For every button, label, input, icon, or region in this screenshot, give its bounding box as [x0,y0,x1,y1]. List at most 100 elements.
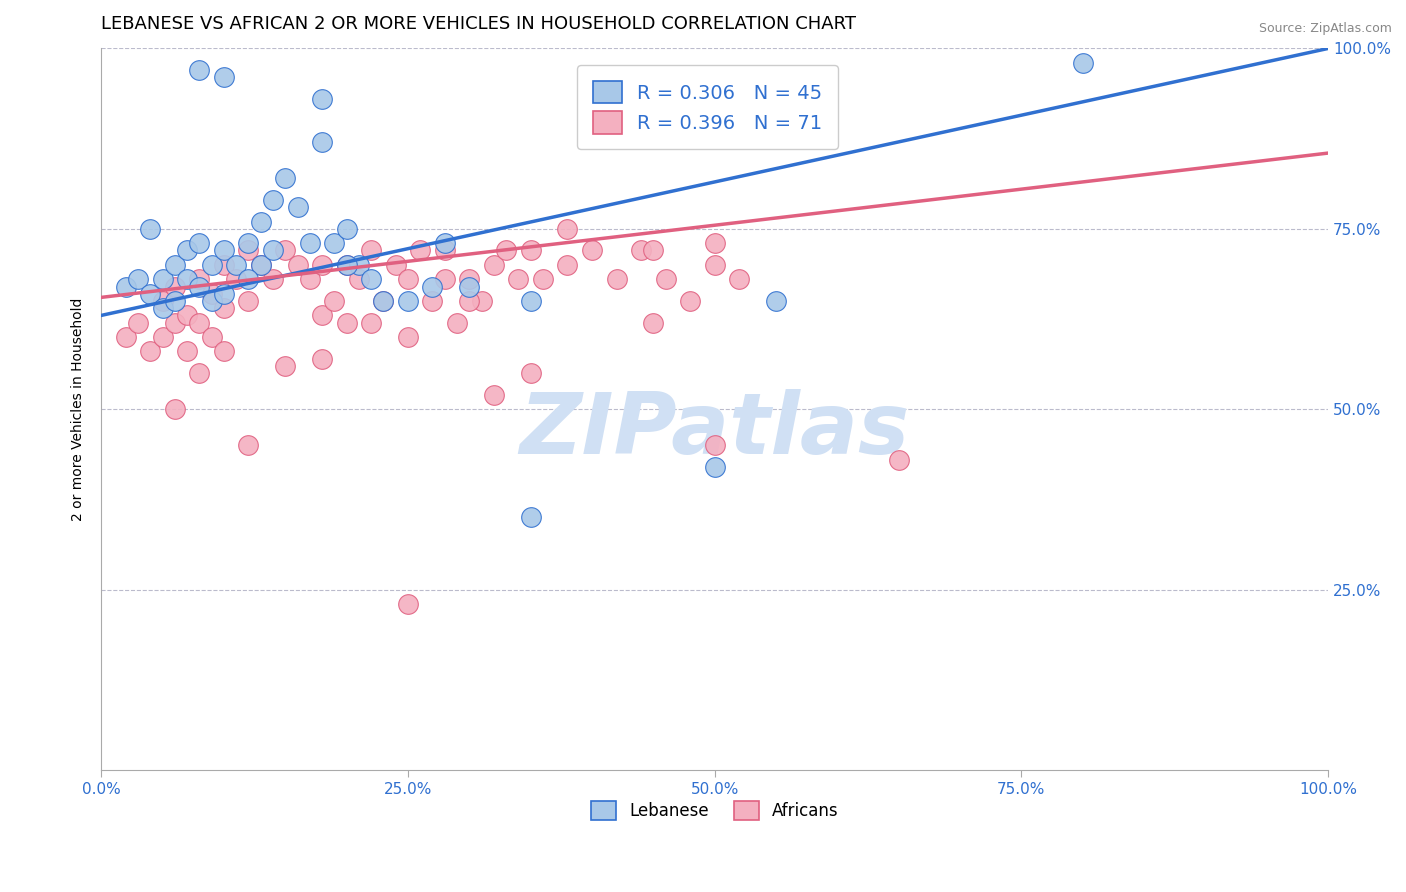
Point [396,330,419,344]
Point [433,272,456,286]
Point [557,222,579,236]
Point [163,293,186,308]
Point [212,258,235,272]
Point [887,452,910,467]
Point [458,272,481,286]
Point [703,236,725,251]
Point [703,459,725,474]
Point [630,244,652,258]
Point [163,316,186,330]
Point [152,301,174,316]
Point [139,222,162,236]
Point [152,330,174,344]
Point [225,272,247,286]
Point [311,135,333,149]
Point [679,293,702,308]
Point [274,171,297,186]
Point [728,272,751,286]
Point [336,316,359,330]
Point [238,293,260,308]
Point [396,597,419,611]
Point [508,272,530,286]
Point [176,272,198,286]
Point [422,293,444,308]
Point [311,258,333,272]
Point [176,309,198,323]
Point [471,293,494,308]
Point [422,279,444,293]
Point [127,272,149,286]
Point [360,244,382,258]
Point [519,293,541,308]
Point [298,272,321,286]
Point [212,244,235,258]
Point [298,236,321,251]
Point [458,279,481,293]
Point [323,293,346,308]
Point [249,258,271,272]
Point [201,330,224,344]
Point [311,92,333,106]
Point [703,258,725,272]
Point [139,286,162,301]
Point [433,236,456,251]
Point [262,244,284,258]
Point [643,316,665,330]
Point [323,236,346,251]
Point [384,258,406,272]
Point [188,272,211,286]
Point [360,316,382,330]
Point [262,272,284,286]
Point [176,244,198,258]
Point [163,279,186,293]
Point [201,293,224,308]
Point [274,244,297,258]
Point [225,258,247,272]
Point [114,279,136,293]
Point [249,258,271,272]
Point [188,236,211,251]
Point [287,258,309,272]
Point [139,344,162,359]
Point [176,344,198,359]
Point [519,366,541,380]
Point [127,316,149,330]
Point [238,236,260,251]
Point [188,63,211,78]
Text: ZIPatlas: ZIPatlas [520,390,910,473]
Point [201,258,224,272]
Point [336,222,359,236]
Y-axis label: 2 or more Vehicles in Household: 2 or more Vehicles in Household [72,298,86,521]
Point [458,293,481,308]
Point [238,438,260,452]
Legend: Lebanese, Africans: Lebanese, Africans [583,794,845,827]
Point [336,258,359,272]
Point [557,258,579,272]
Point [212,301,235,316]
Point [643,244,665,258]
Point [201,286,224,301]
Point [654,272,676,286]
Point [482,258,505,272]
Point [188,366,211,380]
Point [274,359,297,373]
Point [163,258,186,272]
Point [188,316,211,330]
Point [262,193,284,207]
Point [287,200,309,214]
Point [433,244,456,258]
Point [238,272,260,286]
Text: LEBANESE VS AFRICAN 2 OR MORE VEHICLES IN HOUSEHOLD CORRELATION CHART: LEBANESE VS AFRICAN 2 OR MORE VEHICLES I… [101,15,856,33]
Point [311,351,333,366]
Point [409,244,432,258]
Point [519,510,541,524]
Point [188,279,211,293]
Point [495,244,517,258]
Point [446,316,468,330]
Point [605,272,627,286]
Point [212,344,235,359]
Point [373,293,395,308]
Point [212,286,235,301]
Point [114,330,136,344]
Point [163,402,186,417]
